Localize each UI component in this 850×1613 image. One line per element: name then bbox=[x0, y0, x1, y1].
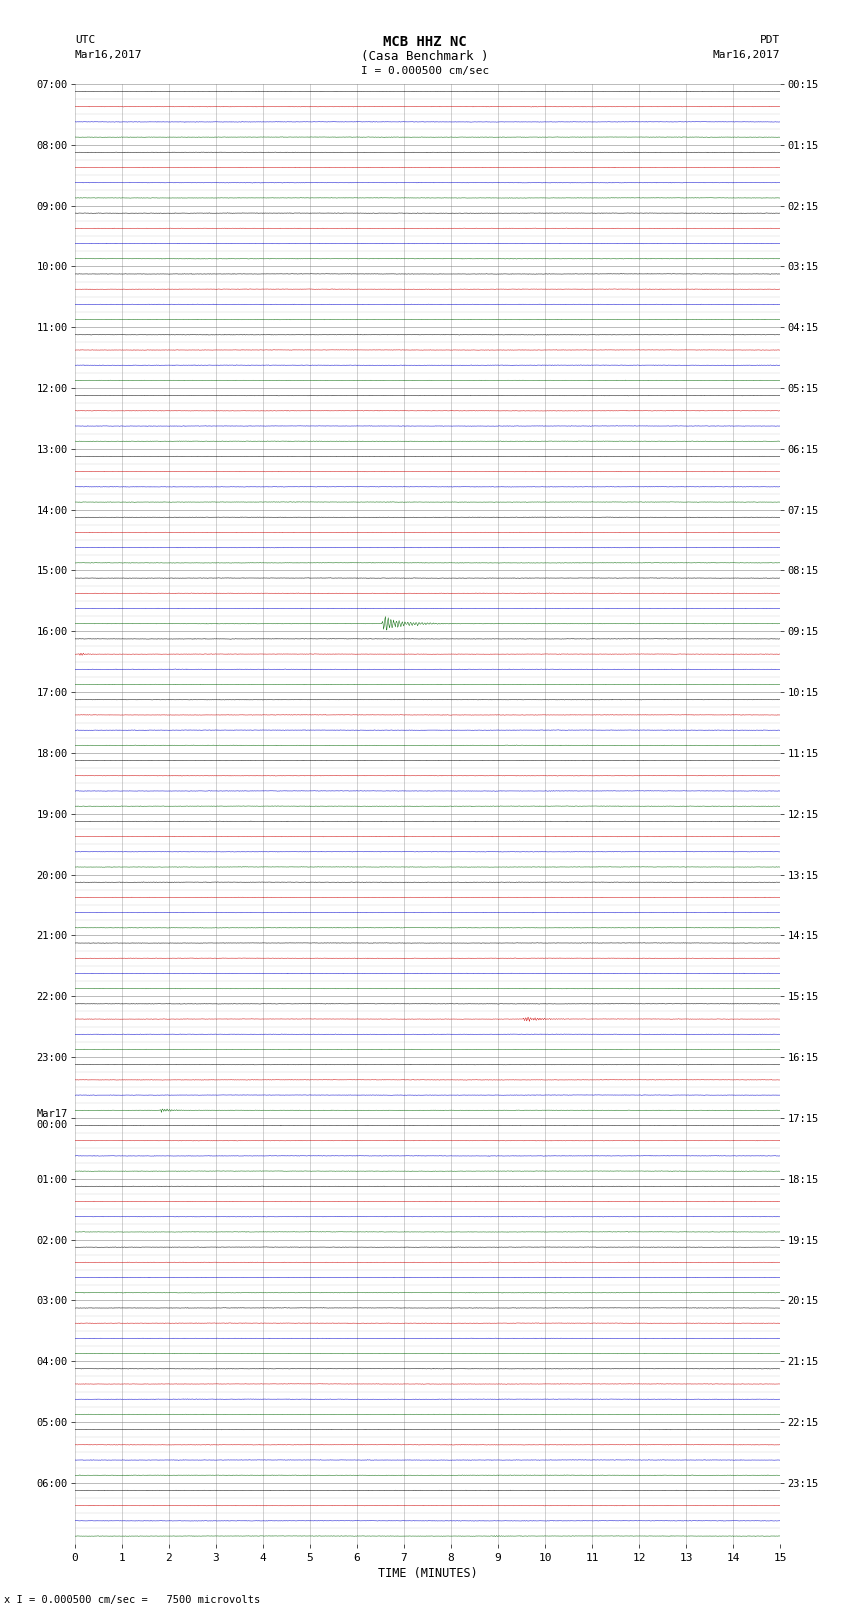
Text: x I = 0.000500 cm/sec =   7500 microvolts: x I = 0.000500 cm/sec = 7500 microvolts bbox=[4, 1595, 260, 1605]
Text: UTC: UTC bbox=[75, 35, 95, 45]
Text: Mar16,2017: Mar16,2017 bbox=[75, 50, 142, 60]
Text: Mar16,2017: Mar16,2017 bbox=[713, 50, 780, 60]
X-axis label: TIME (MINUTES): TIME (MINUTES) bbox=[377, 1566, 478, 1579]
Text: I = 0.000500 cm/sec: I = 0.000500 cm/sec bbox=[361, 66, 489, 76]
Text: PDT: PDT bbox=[760, 35, 780, 45]
Text: (Casa Benchmark ): (Casa Benchmark ) bbox=[361, 50, 489, 63]
Text: MCB HHZ NC: MCB HHZ NC bbox=[383, 35, 467, 50]
